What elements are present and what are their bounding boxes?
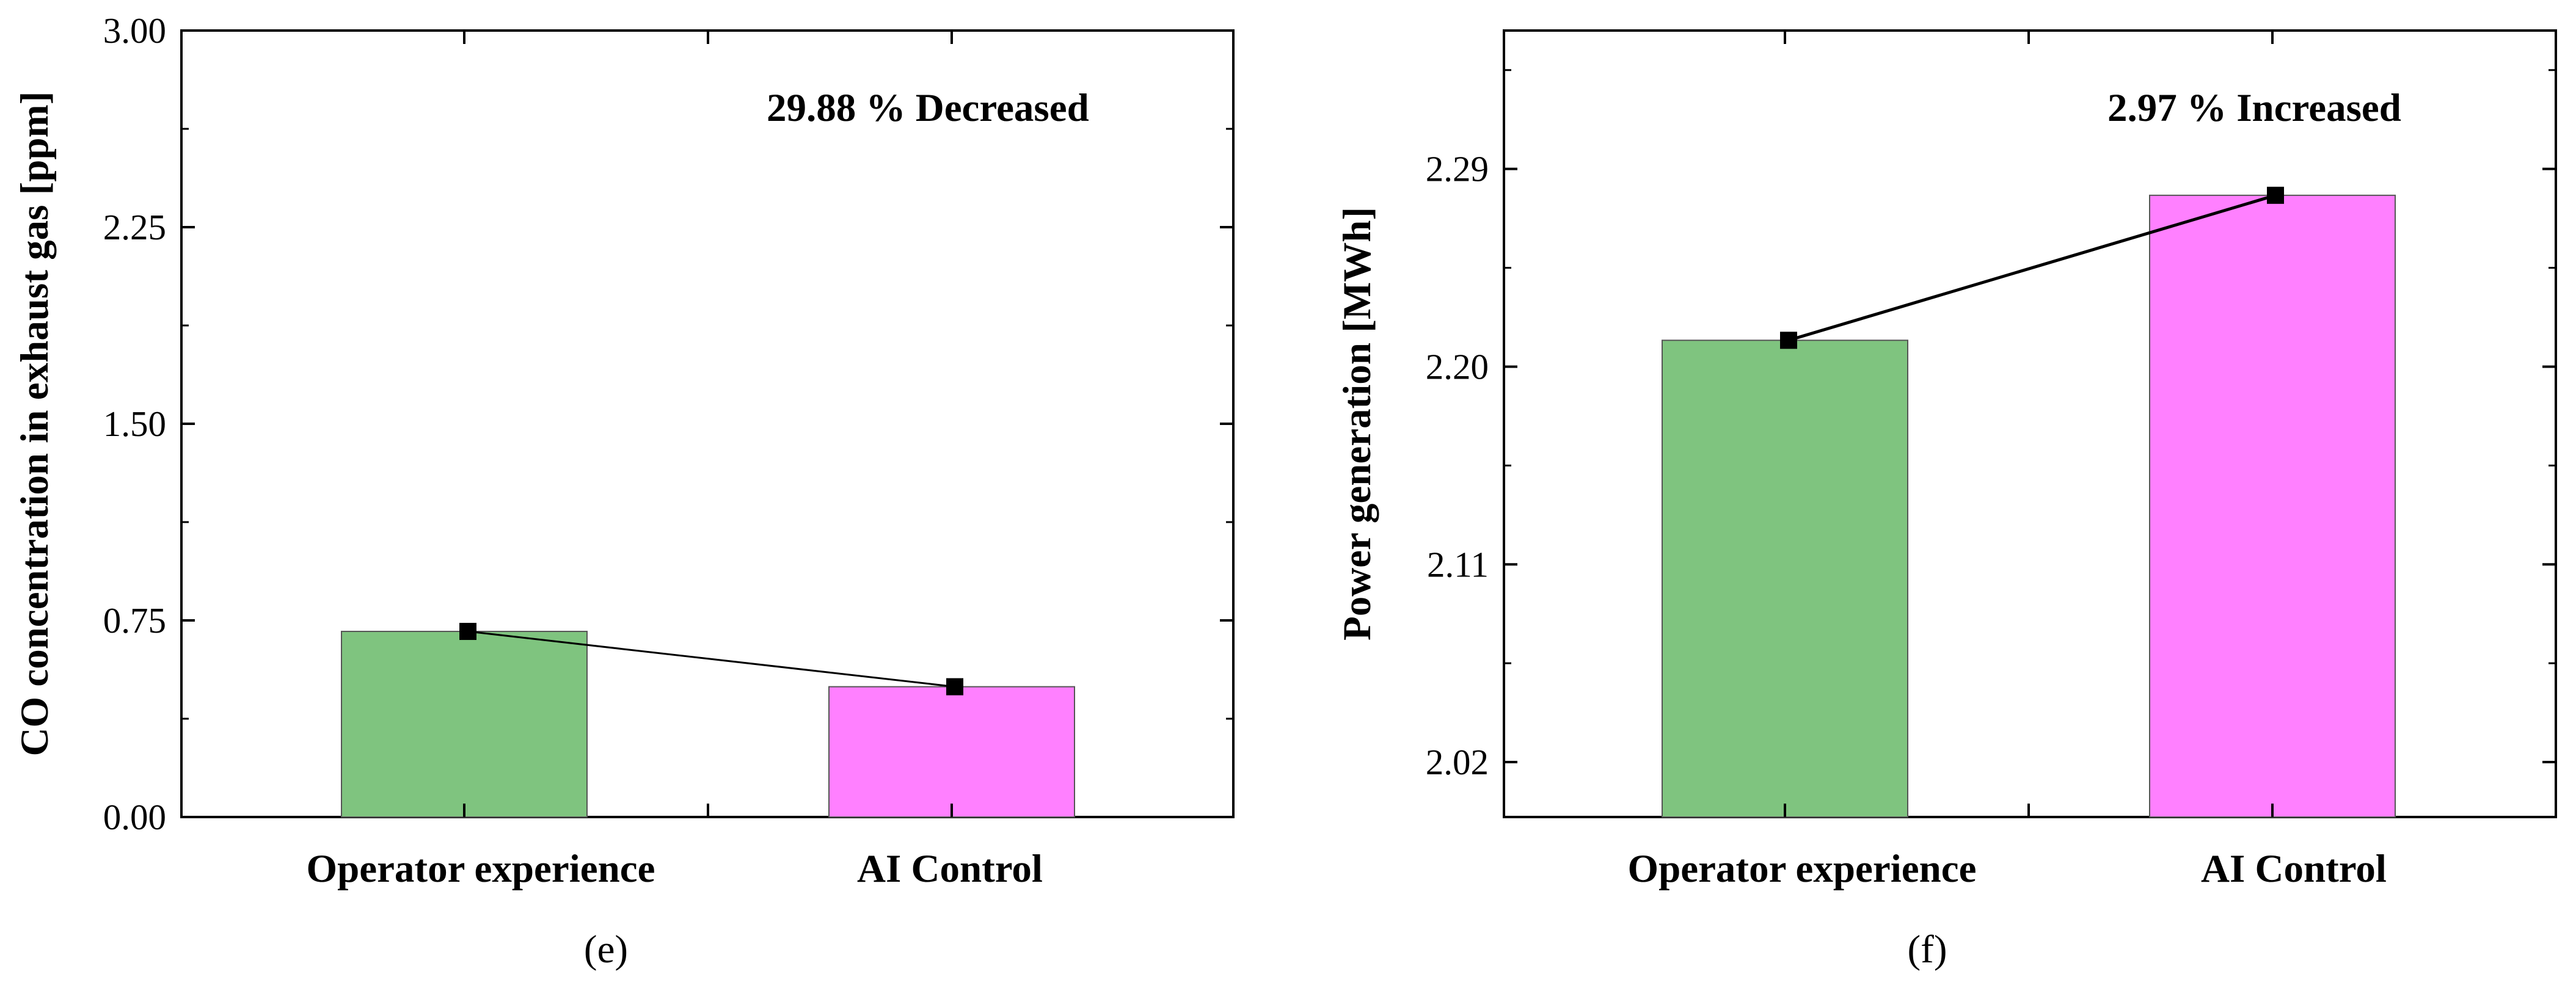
y-tick-label: 1.50 [103,404,166,444]
data-point-marker [2267,186,2284,204]
plot-frame [180,29,1235,818]
y-tick-label: 2.25 [103,207,166,247]
panel-label: (e) [584,928,628,972]
x-category-label: AI Control [857,847,1043,891]
panel-label: (f) [1908,928,1947,972]
x-category-label: AI Control [2201,847,2387,891]
change-annotation: 2.97 % Increased [2107,86,2401,130]
chart-panel-e: 0.00 0.75 1.50 2.25 3.00 Operator experience… [13,10,1235,972]
y-tick-label: 2.11 [1427,544,1489,584]
change-annotation: 29.88 % Decreased [767,86,1089,130]
y-axis-title: Power generation [MWh] [1335,207,1379,641]
y-tick-label: 2.02 [1426,742,1489,782]
chart-panel-f: 2.02 2.11 2.20 2.29 Operator experience AI … [1335,29,2557,972]
x-category-label: Operator experience [307,847,655,891]
trend-line [467,630,955,688]
y-tick-label: 0.00 [103,797,166,837]
y-tick-label: 2.20 [1426,346,1489,387]
bar [1662,340,1908,818]
y-axis-title: CO concentration in exhaust gas [ppm] [13,92,57,757]
y-tick-label: 2.29 [1426,149,1489,189]
bar [2149,194,2396,818]
data-point-marker [459,623,476,641]
bar [828,686,1075,818]
data-point-marker [1780,332,1797,349]
x-category-label: Operator experience [1628,847,1977,891]
y-tick-label: 0.75 [103,600,166,641]
data-point-marker [946,678,963,696]
y-tick-label: 3.00 [103,10,166,51]
trend-line [1788,194,2276,342]
bar [341,631,588,818]
